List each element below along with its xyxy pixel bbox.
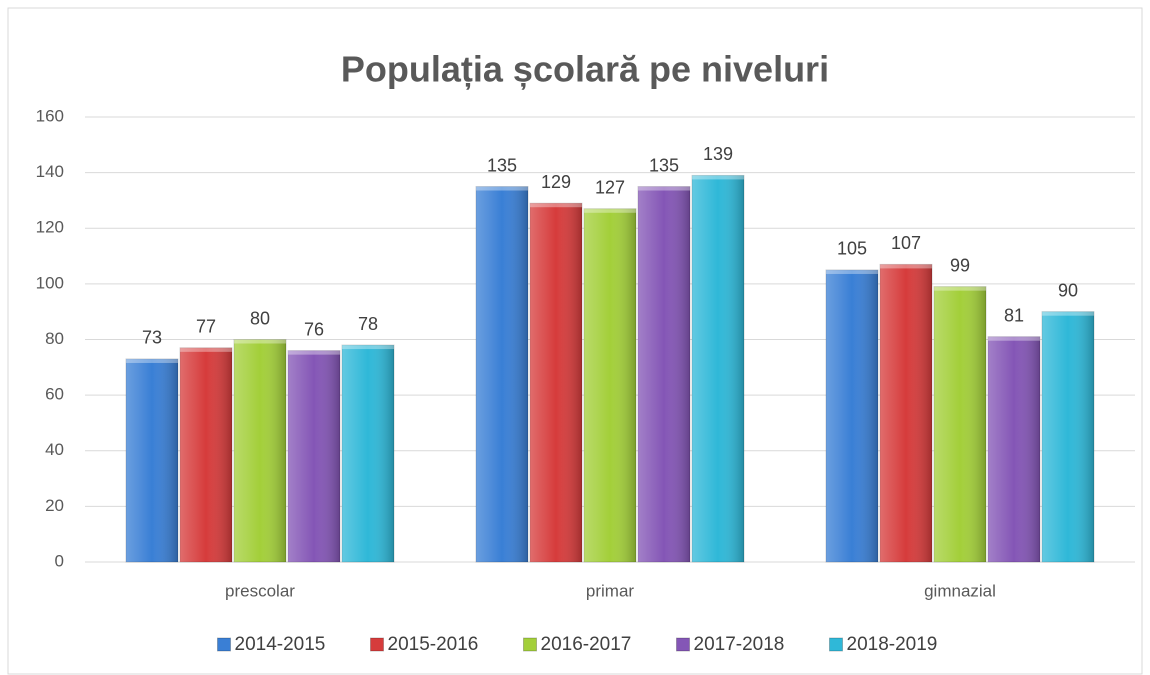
bar-shade — [342, 345, 394, 562]
y-tick-label: 20 — [45, 496, 64, 515]
bar-shade — [692, 175, 744, 562]
data-label: 135 — [487, 155, 517, 175]
data-label: 90 — [1058, 280, 1078, 300]
data-label: 99 — [950, 255, 970, 275]
bar-shade — [180, 347, 232, 562]
bar-cap — [584, 208, 636, 213]
y-tick-label: 120 — [36, 218, 64, 237]
data-label: 77 — [196, 317, 216, 337]
legend-swatch — [523, 637, 537, 652]
data-label: 73 — [142, 328, 162, 348]
bar-cap — [180, 347, 232, 352]
legend-swatch — [217, 637, 231, 652]
bar-cap — [638, 186, 690, 191]
bar-cap — [934, 286, 986, 291]
data-label: 76 — [304, 319, 324, 339]
y-tick-label: 140 — [36, 162, 64, 181]
y-tick-label: 100 — [36, 273, 64, 292]
data-label: 139 — [703, 144, 733, 164]
legend-label: 2015-2016 — [388, 634, 479, 655]
chart-title: Populația școlară pe niveluri — [341, 49, 829, 91]
bar-shade — [126, 358, 178, 562]
bar-shade — [530, 203, 582, 562]
bar-cap — [476, 186, 528, 191]
bar-shade — [584, 208, 636, 562]
data-label: 107 — [891, 233, 921, 253]
data-label: 127 — [595, 178, 625, 198]
y-tick-label: 60 — [45, 385, 64, 404]
bar-cap — [826, 269, 878, 274]
bar-shade — [476, 186, 528, 562]
bar-shade — [1042, 311, 1094, 562]
data-label: 78 — [358, 314, 378, 334]
bar-shade — [638, 186, 690, 562]
bar-shade — [934, 286, 986, 562]
bar-shade — [988, 336, 1040, 562]
bar-cap — [880, 264, 932, 269]
data-label: 105 — [837, 239, 867, 259]
y-tick-label: 40 — [45, 440, 64, 459]
bar-cap — [530, 203, 582, 208]
y-tick-label: 80 — [45, 329, 64, 348]
legend-label: 2017-2018 — [694, 634, 785, 655]
bar-cap — [692, 175, 744, 180]
bar-cap — [126, 358, 178, 363]
bar-shade — [234, 339, 286, 562]
data-label: 81 — [1004, 305, 1024, 325]
legend-swatch — [829, 637, 843, 652]
bar-shade — [880, 264, 932, 562]
legend-swatch — [370, 637, 384, 652]
x-tick-label: prescolar — [225, 581, 295, 600]
data-label: 129 — [541, 172, 571, 192]
bar-cap — [288, 350, 340, 355]
x-tick-label: gimnazial — [924, 581, 996, 600]
bar-shade — [826, 269, 878, 562]
bar-cap — [988, 336, 1040, 341]
data-label: 80 — [250, 308, 270, 328]
y-tick-label: 0 — [55, 551, 64, 570]
data-label: 135 — [649, 155, 679, 175]
bar-cap — [1042, 311, 1094, 316]
x-tick-label: primar — [586, 581, 635, 600]
bar-cap — [342, 345, 394, 350]
legend-label: 2016-2017 — [541, 634, 632, 655]
legend-label: 2014-2015 — [235, 634, 326, 655]
bar-cap — [234, 339, 286, 344]
legend-swatch — [676, 637, 690, 652]
bar-shade — [288, 350, 340, 562]
legend-label: 2018-2019 — [847, 634, 938, 655]
y-tick-label: 160 — [36, 106, 64, 125]
